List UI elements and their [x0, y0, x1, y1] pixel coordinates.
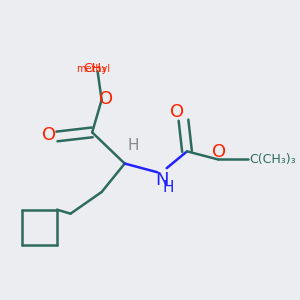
Text: H: H: [162, 180, 174, 195]
Text: C(CH₃)₃: C(CH₃)₃: [249, 153, 296, 166]
Text: O: O: [42, 126, 56, 144]
Text: O: O: [100, 89, 114, 107]
Text: O: O: [212, 143, 226, 161]
Text: methyl: methyl: [76, 64, 111, 74]
Text: CH₃: CH₃: [83, 62, 106, 75]
Text: O: O: [170, 103, 184, 121]
Text: H: H: [127, 138, 139, 153]
Text: N: N: [155, 171, 169, 189]
